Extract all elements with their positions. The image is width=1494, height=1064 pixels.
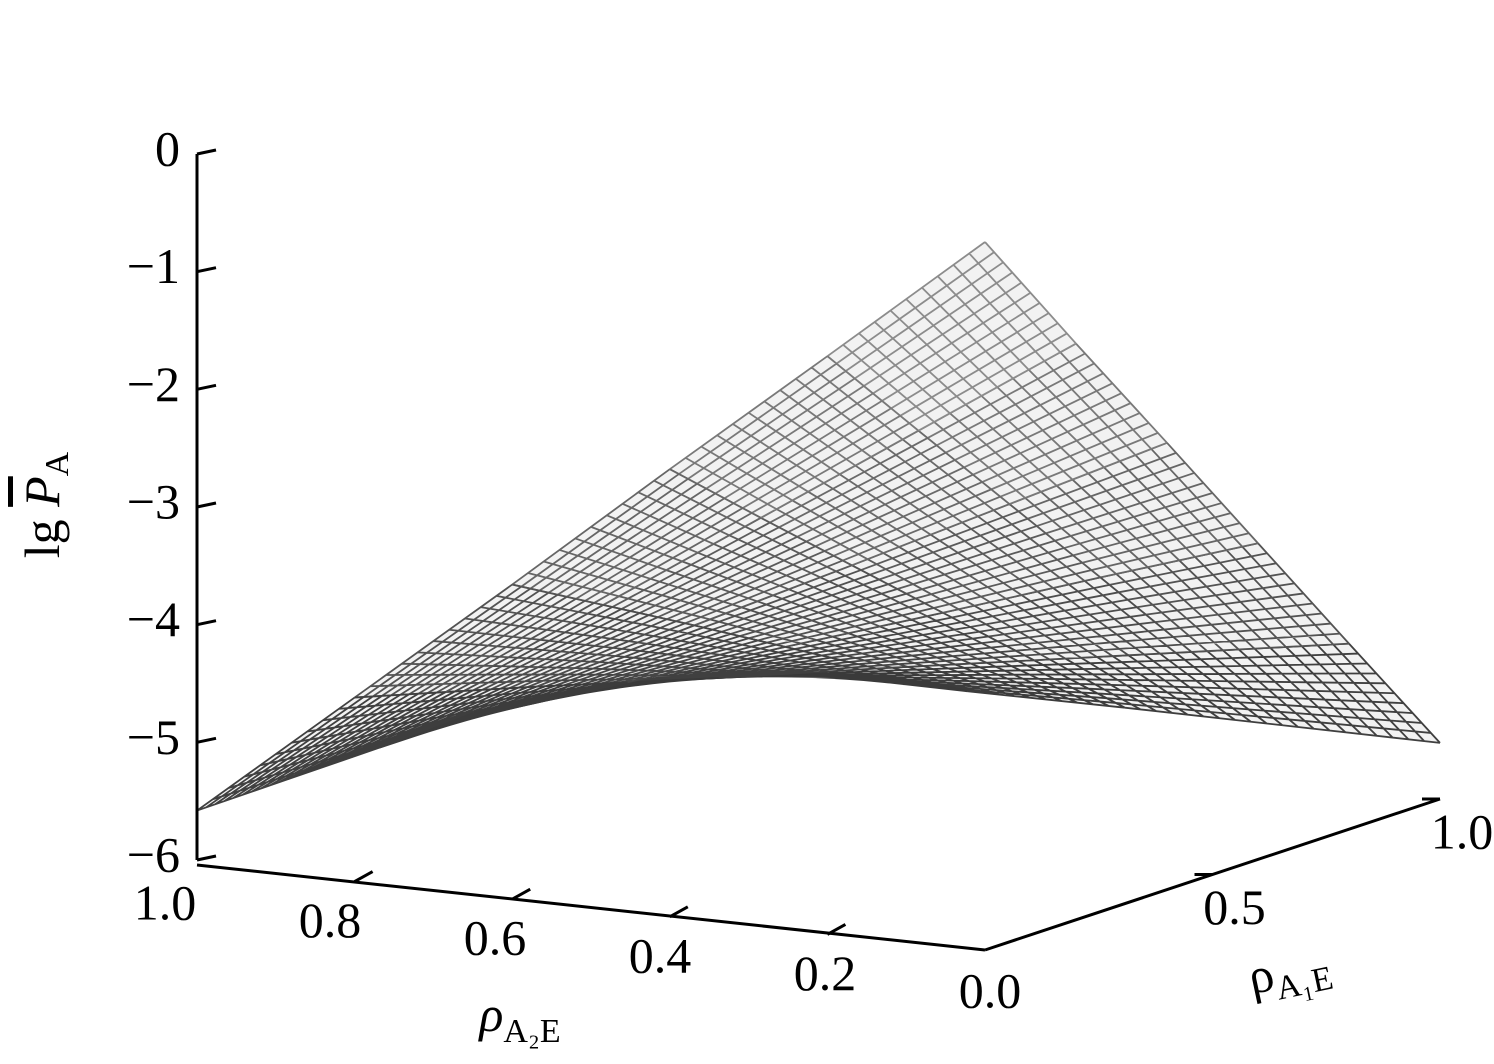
- z-tick: [196, 148, 217, 156]
- surface-cell: [918, 343, 1167, 505]
- surface-cell: [1100, 543, 1349, 652]
- x-tick: [511, 887, 531, 901]
- surface-cell: [445, 604, 695, 693]
- z-tick: [196, 736, 217, 744]
- y-tick-label: 0.5: [1203, 879, 1266, 935]
- z-label-subscript: A: [39, 451, 76, 476]
- z-tick-label: −5: [127, 709, 180, 765]
- y-label-subscript: A₁E: [1273, 959, 1337, 1007]
- x-axis-line: [196, 863, 986, 952]
- z-tick-label: −4: [127, 591, 180, 647]
- x-tick: [353, 870, 374, 883]
- surface-cell: [603, 517, 852, 626]
- x-label-symbol: ρ: [477, 986, 503, 1042]
- x-tick: [826, 923, 847, 936]
- surface-mesh: [196, 691, 447, 812]
- x-tick-label: 0.2: [794, 945, 857, 1001]
- z-tick-label: −3: [127, 473, 180, 529]
- z-axis-label: lg PA: [14, 451, 75, 558]
- axes: 0−1−2−3−4−5−61.0 0.8 0.6 0.4 0.2 0.00.51.0: [127, 120, 1493, 1018]
- z-label-symbol: P: [14, 476, 70, 508]
- surface-mesh: [287, 685, 537, 781]
- z-label-prefix: lg: [14, 519, 70, 558]
- y-tick-label: 1.0: [1431, 803, 1494, 859]
- x-tick: [669, 905, 689, 919]
- x-axis-label: ρA₂E: [477, 986, 560, 1049]
- z-tick: [196, 266, 217, 274]
- surface-cell: [669, 356, 919, 518]
- x-tick-label: 0.8: [299, 892, 362, 948]
- z-tick-label: −2: [127, 356, 180, 412]
- x-tick-label: 0.4: [629, 927, 692, 983]
- z-tick-label: 0: [155, 120, 180, 176]
- z-tick-label: −1: [127, 238, 180, 294]
- x-tick-label: 1.0: [134, 874, 197, 930]
- z-tick-label: −6: [127, 826, 180, 882]
- y-axis-label: ρA₁E: [1243, 934, 1337, 1013]
- surface: [196, 241, 1441, 812]
- z-tick: [196, 619, 217, 627]
- surface-mesh: [378, 681, 628, 749]
- surface-cell: [1009, 442, 1258, 578]
- z-tick: [196, 501, 217, 509]
- z-tick: [196, 383, 217, 391]
- surface-cell: [1191, 643, 1440, 743]
- x-tick-label: 0.0: [959, 962, 1022, 1018]
- x-label-subscript: A₂E: [503, 1013, 560, 1050]
- x-tick-label: 0.6: [464, 910, 527, 966]
- z-tick: [196, 854, 217, 862]
